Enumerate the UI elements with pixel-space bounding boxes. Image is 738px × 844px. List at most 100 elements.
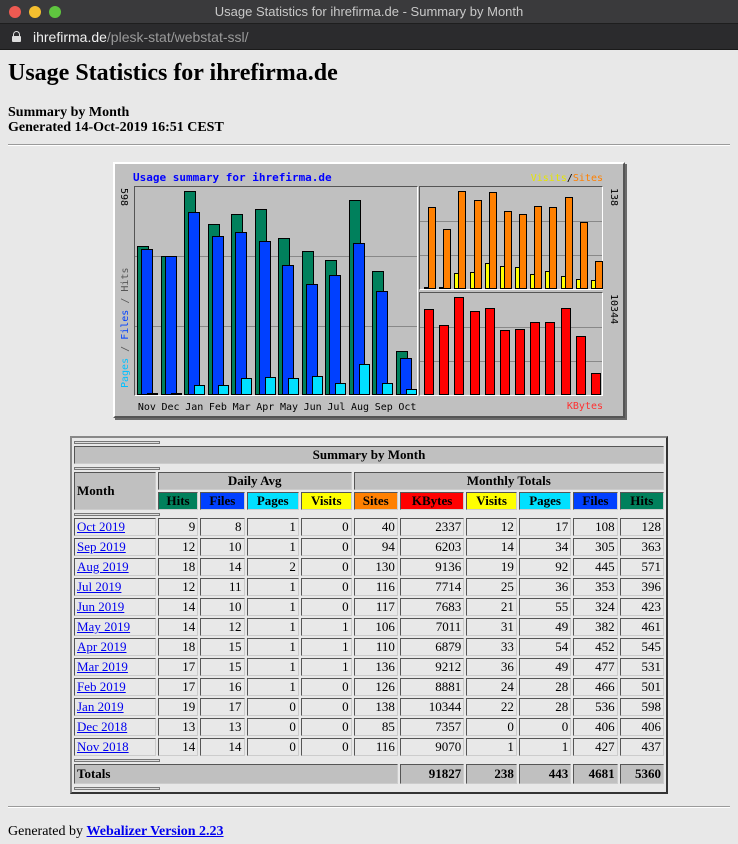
chart-bar — [311, 376, 323, 395]
monthly-total-cell: 423 — [619, 598, 664, 616]
daily-avg-cell: 18 — [157, 638, 199, 656]
monthly-total-cell: 353 — [573, 578, 618, 596]
month-link[interactable]: May 2019 — [77, 619, 131, 634]
chart-bar — [530, 322, 541, 395]
monthly-total-cell: 12 — [466, 518, 517, 536]
monthly-total-cell: 108 — [573, 518, 618, 536]
table-row: Nov 2018 14 14 0 0 116 9070 1 1 427 437 — [74, 738, 664, 756]
month-link[interactable]: Nov 2018 — [77, 739, 129, 754]
monthly-total-cell: 452 — [573, 638, 618, 656]
totals-row: Totals 91827 238 443 4681 5360 — [74, 764, 664, 784]
close-window-button[interactable] — [9, 6, 21, 18]
daily-visits-header: Visits — [300, 492, 352, 510]
monthly-total-cell: 116 — [353, 738, 398, 756]
monthly-total-cell: 110 — [353, 638, 398, 656]
daily-avg-cell: 0 — [300, 578, 352, 596]
month-axis-label: Jan — [185, 402, 204, 413]
total-sites-header: Sites — [353, 492, 398, 510]
chart-bar — [147, 393, 158, 395]
month-axis-label: Mar — [232, 402, 251, 413]
daily-pages-header: Pages — [246, 492, 299, 510]
totals-label: Totals — [74, 764, 398, 784]
daily-avg-cell: 0 — [300, 558, 352, 576]
table-row: Jun 2019 14 10 1 0 117 7683 21 55 324 423 — [74, 598, 664, 616]
monthly-total-cell: 461 — [619, 618, 664, 636]
month-link[interactable]: Mar 2019 — [77, 659, 128, 674]
url-path: /plesk-stat/webstat-ssl/ — [106, 28, 249, 45]
monthly-total-cell: 0 — [466, 718, 517, 736]
monthly-total-cell: 501 — [619, 678, 664, 696]
chart-bar — [443, 229, 452, 289]
daily-avg-cell: 0 — [246, 698, 299, 716]
daily-avg-cell: 0 — [300, 718, 352, 736]
daily-avg-cell: 2 — [246, 558, 299, 576]
month-link[interactable]: Aug 2019 — [77, 559, 129, 574]
daily-avg-cell: 14 — [200, 738, 245, 756]
monthly-total-cell: 437 — [619, 738, 664, 756]
monthly-total-cell: 9070 — [399, 738, 465, 756]
daily-avg-cell: 13 — [157, 718, 199, 736]
month-axis-label: May — [279, 402, 298, 413]
monthly-total-cell: 1 — [518, 738, 572, 756]
monthly-total-cell: 54 — [518, 638, 572, 656]
monthly-total-cell: 14 — [466, 538, 517, 556]
daily-avg-cell: 0 — [300, 518, 352, 536]
chart-bar — [211, 236, 224, 395]
daily-avg-cell: 15 — [200, 658, 245, 676]
month-link[interactable]: Jan 2019 — [77, 699, 124, 714]
maximize-window-button[interactable] — [49, 6, 61, 18]
month-link[interactable]: Oct 2019 — [77, 519, 126, 534]
month-axis-label: Feb — [208, 402, 227, 413]
monthly-total-cell: 8881 — [399, 678, 465, 696]
chart-bar — [382, 383, 393, 395]
monthly-total-cell: 305 — [573, 538, 618, 556]
daily-avg-cell: 17 — [157, 658, 199, 676]
daily-hits-header: Hits — [157, 492, 199, 510]
monthly-totals-header: Monthly Totals — [353, 472, 664, 490]
pages-files-hits-legend: Pages / Files / Hits — [120, 267, 131, 389]
monthly-total-cell: 116 — [353, 578, 398, 596]
minimize-window-button[interactable] — [29, 6, 41, 18]
monthly-total-cell: 7011 — [399, 618, 465, 636]
monthly-total-cell: 130 — [353, 558, 398, 576]
webalizer-link[interactable]: Webalizer Version 2.23 — [86, 824, 224, 839]
window-title: Usage Statistics for ihrefirma.de - Summ… — [214, 4, 524, 19]
daily-avg-cell: 12 — [157, 578, 199, 596]
table-row: Oct 2019 9 8 1 0 40 2337 12 17 108 128 — [74, 518, 664, 536]
month-link[interactable]: Apr 2019 — [77, 639, 127, 654]
table-row: Jul 2019 12 11 1 0 116 7714 25 36 353 396 — [74, 578, 664, 596]
daily-avg-header: Daily Avg — [157, 472, 352, 490]
left-axis-max: 598 — [118, 188, 129, 207]
monthly-total-cell: 0 — [518, 718, 572, 736]
monthly-total-cell: 7683 — [399, 598, 465, 616]
monthly-total-cell: 7357 — [399, 718, 465, 736]
monthly-total-cell: 22 — [466, 698, 517, 716]
total-hits-header: Hits — [619, 492, 664, 510]
daily-avg-cell: 0 — [300, 738, 352, 756]
total-pages-header: Pages — [518, 492, 572, 510]
daily-avg-cell: 8 — [200, 518, 245, 536]
daily-avg-cell: 19 — [157, 698, 199, 716]
monthly-total-cell: 17 — [518, 518, 572, 536]
chart-bar — [335, 383, 346, 395]
daily-avg-cell: 18 — [157, 558, 199, 576]
month-link[interactable]: Dec 2018 — [77, 719, 128, 734]
table-row: Apr 2019 18 15 1 1 110 6879 33 54 452 545 — [74, 638, 664, 656]
chart-bar — [488, 192, 497, 289]
month-link[interactable]: Jul 2019 — [77, 579, 122, 594]
table-row: May 2019 14 12 1 1 106 7011 31 49 382 461 — [74, 618, 664, 636]
lock-icon — [12, 31, 21, 42]
divider — [8, 144, 730, 146]
month-axis-label: Apr — [256, 402, 275, 413]
monthly-total-cell: 9136 — [399, 558, 465, 576]
url-host: ihrefirma.de — [33, 28, 107, 45]
daily-avg-cell: 16 — [200, 678, 245, 696]
address-bar[interactable]: ihrefirma.de/plesk-stat/webstat-ssl/ — [0, 24, 738, 50]
monthly-total-cell: 598 — [619, 698, 664, 716]
monthly-total-cell: 427 — [573, 738, 618, 756]
month-link[interactable]: Jun 2019 — [77, 599, 125, 614]
chart-bar — [590, 373, 601, 395]
daily-avg-cell: 1 — [246, 518, 299, 536]
month-link[interactable]: Sep 2019 — [77, 539, 126, 554]
month-link[interactable]: Feb 2019 — [77, 679, 126, 694]
